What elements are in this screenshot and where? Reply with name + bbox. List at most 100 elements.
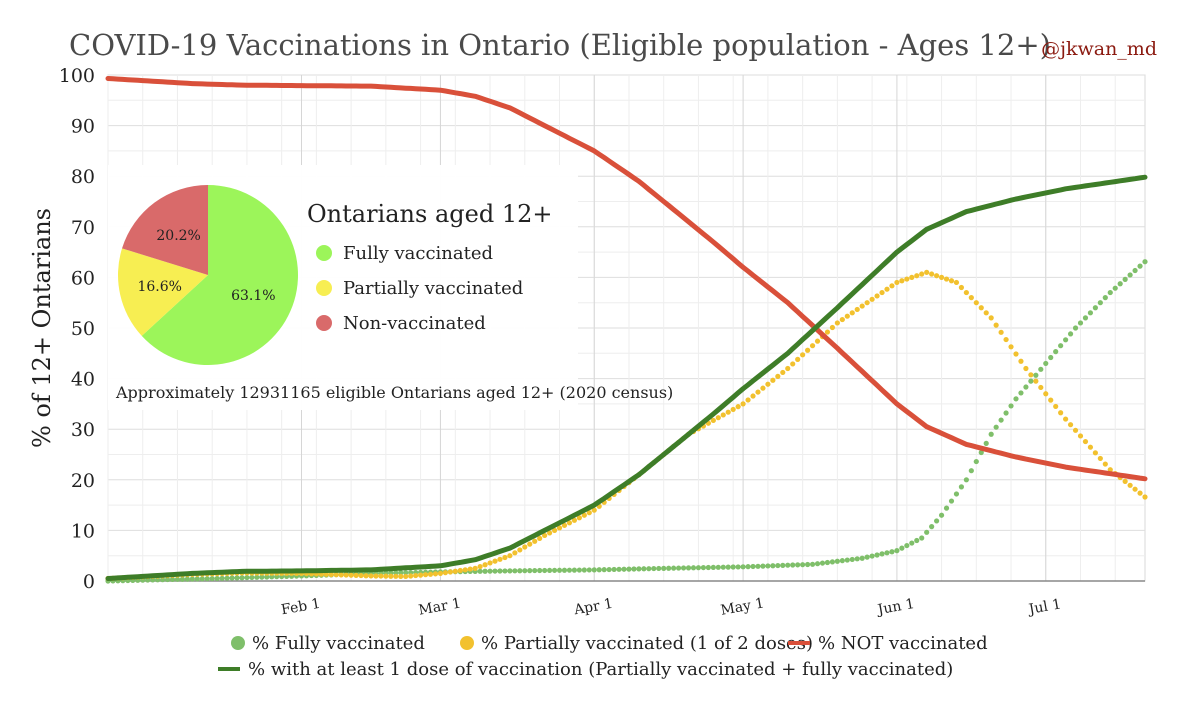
series-0-point [675, 565, 682, 571]
series-1-point [889, 283, 895, 289]
series-0-point [566, 567, 573, 573]
series-0-point [760, 563, 766, 569]
series-1-point [581, 512, 587, 518]
series-1-point [571, 517, 578, 523]
y-tick-label: 20 [71, 470, 95, 492]
series-0-point [909, 540, 915, 546]
series-0-point [1142, 259, 1148, 265]
series-3 [105, 174, 1148, 581]
series-1-point [586, 510, 592, 516]
series-0-point [507, 568, 513, 574]
series-1-point [1122, 478, 1128, 484]
y-tick-label: 90 [71, 116, 95, 138]
series-0-point [606, 566, 612, 573]
series-1-point [1033, 378, 1039, 384]
series-1-point [502, 554, 508, 561]
series-1-point [1097, 455, 1103, 462]
series-1-point [750, 393, 756, 399]
series-1-point [403, 573, 409, 580]
series-1-point [1142, 494, 1148, 500]
series-1-point [1013, 351, 1019, 357]
series-1-point [765, 381, 771, 387]
series-1-point [829, 324, 836, 331]
series-1-point [1048, 397, 1054, 403]
series-1-point [790, 361, 796, 367]
series-0-point [824, 559, 831, 566]
series-0-point [616, 566, 622, 572]
pie-slice-label-2: 20.2% [156, 228, 200, 244]
series-1-point [1053, 403, 1059, 410]
legend-marker-partial [460, 636, 474, 650]
y-tick-label: 70 [71, 217, 95, 239]
series-1-point [417, 572, 424, 578]
x-tick-label: Feb 1 [280, 596, 322, 619]
series-0-point [795, 562, 801, 568]
legend-marker-fully [231, 636, 245, 650]
pie-slice-label-0: 63.1% [231, 288, 275, 304]
series-1-point [482, 562, 488, 568]
series-1-point [1043, 391, 1049, 397]
pie-legend-label-1: Partially vaccinated [343, 278, 523, 299]
series-0-point [164, 576, 171, 583]
series-0-point [1018, 390, 1024, 396]
series-1-point [517, 547, 523, 553]
series-0-point [849, 556, 855, 563]
series-1-point [740, 401, 746, 407]
series-1-point [1137, 490, 1143, 496]
series-0-point [194, 576, 200, 582]
series-1-point [1028, 372, 1034, 378]
series-1-point [735, 404, 741, 410]
series-1-point [1018, 358, 1024, 364]
series-0-point [219, 575, 225, 581]
y-tick-label: 40 [71, 369, 95, 391]
series-1-point [472, 565, 478, 571]
series-0-point [527, 568, 533, 574]
series-1-point [492, 558, 498, 564]
series-1-point [561, 522, 568, 528]
series-0-point [561, 567, 568, 573]
series-0-point [621, 566, 627, 572]
series-0-point [1092, 305, 1098, 311]
series-0-point [209, 575, 215, 582]
series-0-point [398, 570, 404, 576]
series-0-point [477, 568, 483, 574]
series-0-point [934, 518, 940, 524]
series-0-point [234, 575, 240, 581]
series-1-point [929, 271, 935, 277]
series-1-point [378, 573, 384, 579]
series-0-point [854, 556, 860, 562]
series-1-point [328, 571, 334, 578]
x-tick-label: Apr 1 [572, 596, 614, 619]
series-0-point [988, 431, 994, 437]
series-1-point [542, 532, 548, 539]
series-1-point [546, 530, 553, 536]
series-1-point [785, 365, 791, 372]
series-0-point [482, 568, 488, 574]
series-1-point [1058, 410, 1064, 416]
y-axis-label: % of 12+ Ontarians [28, 208, 56, 448]
series-1-point [745, 397, 751, 403]
series-0-point [844, 557, 850, 563]
series-1-point [899, 278, 905, 284]
series-1-point [755, 389, 761, 395]
series-0-point [239, 575, 245, 581]
series-0-point [1077, 320, 1084, 326]
series-0-point [685, 565, 692, 571]
series-1-point [780, 369, 786, 376]
series-0-point [1132, 267, 1138, 274]
y-tick-label: 80 [71, 166, 95, 188]
series-0-point [805, 561, 811, 568]
series-0-point [174, 576, 181, 582]
series-0-point [1102, 295, 1108, 301]
series-0-point [1117, 281, 1123, 287]
series-0-point [695, 565, 702, 571]
series-0-point [1137, 263, 1143, 269]
series-0-point [1043, 360, 1049, 367]
credit-text: @jkwan_md [1041, 38, 1157, 60]
series-0-point [998, 417, 1004, 423]
series-0-point [730, 564, 736, 570]
series-0-point [1048, 354, 1054, 361]
axes: Feb 1 Mar 1 Apr 1 May 1 Jun 1 Jul 1 0 10 20 30 40 5… [59, 65, 1145, 619]
series-0-point [155, 577, 161, 583]
pie-chart: 63.1% 16.6% 20.2% [118, 185, 298, 366]
